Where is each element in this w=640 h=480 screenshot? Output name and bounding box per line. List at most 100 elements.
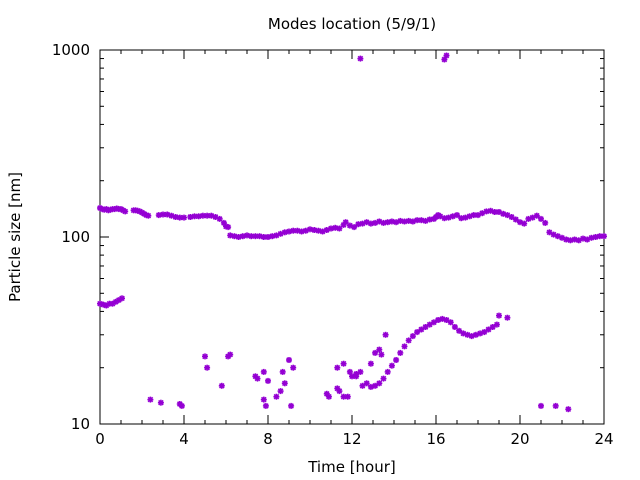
data-point — [447, 319, 454, 326]
data-point — [414, 329, 421, 336]
data-point — [565, 406, 572, 413]
data-point — [315, 227, 322, 234]
data-point — [504, 314, 511, 321]
minor-ticks — [100, 50, 604, 424]
x-tick-label: 20 — [510, 430, 529, 448]
data-point — [277, 388, 284, 395]
data-point — [344, 393, 351, 400]
data-point — [254, 375, 261, 382]
data-point — [542, 219, 549, 226]
major-ticks — [99, 49, 605, 425]
data-point — [357, 368, 364, 375]
data-point — [493, 321, 500, 328]
data-point — [288, 402, 295, 409]
data-point — [378, 351, 385, 358]
data-point — [302, 227, 309, 234]
data-point — [216, 215, 223, 222]
data-point — [481, 329, 488, 336]
data-point — [157, 399, 164, 406]
data-point — [336, 225, 343, 232]
data-point — [178, 402, 185, 409]
data-point — [119, 295, 125, 302]
data-point — [342, 219, 349, 226]
plot-frame — [99, 49, 605, 425]
data-point — [260, 396, 267, 403]
data-point — [380, 375, 387, 382]
data-point — [409, 333, 416, 340]
data-point — [508, 214, 515, 220]
data-point — [441, 215, 448, 222]
data-point — [357, 55, 364, 62]
data-point — [552, 402, 559, 409]
data-point — [252, 233, 259, 240]
data-point — [489, 324, 496, 330]
data-point — [405, 337, 412, 344]
data-point — [422, 324, 429, 330]
data-point — [512, 216, 519, 223]
y-tick-label: 1000 — [52, 41, 90, 59]
x-tick-labels: 0 4 8 12 16 20 24 — [95, 430, 613, 448]
data-point — [538, 215, 544, 222]
data-point — [227, 351, 234, 358]
data-point — [418, 326, 425, 333]
data-point — [336, 388, 343, 395]
data-point — [456, 327, 463, 334]
data-point — [382, 331, 389, 338]
data-point — [244, 232, 250, 239]
data-point — [204, 364, 211, 371]
data-point — [363, 380, 370, 387]
data-point — [340, 360, 347, 367]
data-point — [596, 233, 603, 240]
data-point — [372, 382, 379, 389]
data-point — [265, 377, 271, 384]
data-point — [388, 362, 395, 369]
data-point — [401, 343, 408, 350]
data-point — [409, 218, 416, 225]
data-point — [393, 357, 400, 363]
chart-title: Modes location (5/9/1) — [268, 15, 436, 33]
data-point — [521, 220, 528, 227]
data-point — [262, 402, 269, 409]
data-point — [172, 214, 179, 220]
data-point — [376, 346, 383, 353]
y-tick-labels: 10 100 1000 — [52, 41, 90, 433]
data-point — [145, 212, 152, 219]
data-point — [367, 360, 374, 367]
x-tick-label: 12 — [342, 430, 361, 448]
data-point — [218, 382, 225, 389]
data-point — [290, 364, 297, 371]
data-point — [122, 208, 129, 215]
data-point — [443, 52, 450, 59]
data-points — [97, 52, 607, 413]
data-point — [328, 225, 334, 232]
data-point — [325, 393, 332, 400]
data-point — [202, 353, 208, 360]
data-point — [286, 357, 292, 363]
data-point — [225, 224, 232, 231]
data-point — [279, 368, 286, 375]
data-point — [376, 380, 383, 387]
data-point — [567, 237, 574, 244]
data-point — [384, 368, 391, 375]
x-tick-label: 24 — [594, 430, 613, 448]
data-point — [351, 224, 358, 231]
data-point — [273, 393, 280, 400]
data-point — [181, 214, 187, 221]
data-point — [199, 212, 206, 219]
data-point — [485, 326, 492, 333]
data-point — [359, 382, 366, 389]
y-tick-label: 10 — [71, 415, 90, 433]
x-axis-title: Time [hour] — [307, 458, 396, 476]
data-point — [260, 368, 267, 375]
y-axis-title: Particle size [nm] — [6, 172, 24, 302]
data-point — [397, 349, 404, 356]
x-tick-label: 4 — [179, 430, 189, 448]
data-point — [160, 211, 166, 218]
data-point — [147, 396, 154, 403]
x-tick-label: 0 — [95, 430, 105, 448]
x-tick-label: 16 — [426, 430, 445, 448]
data-point — [496, 312, 502, 319]
data-point — [451, 324, 458, 330]
data-point — [538, 402, 544, 409]
